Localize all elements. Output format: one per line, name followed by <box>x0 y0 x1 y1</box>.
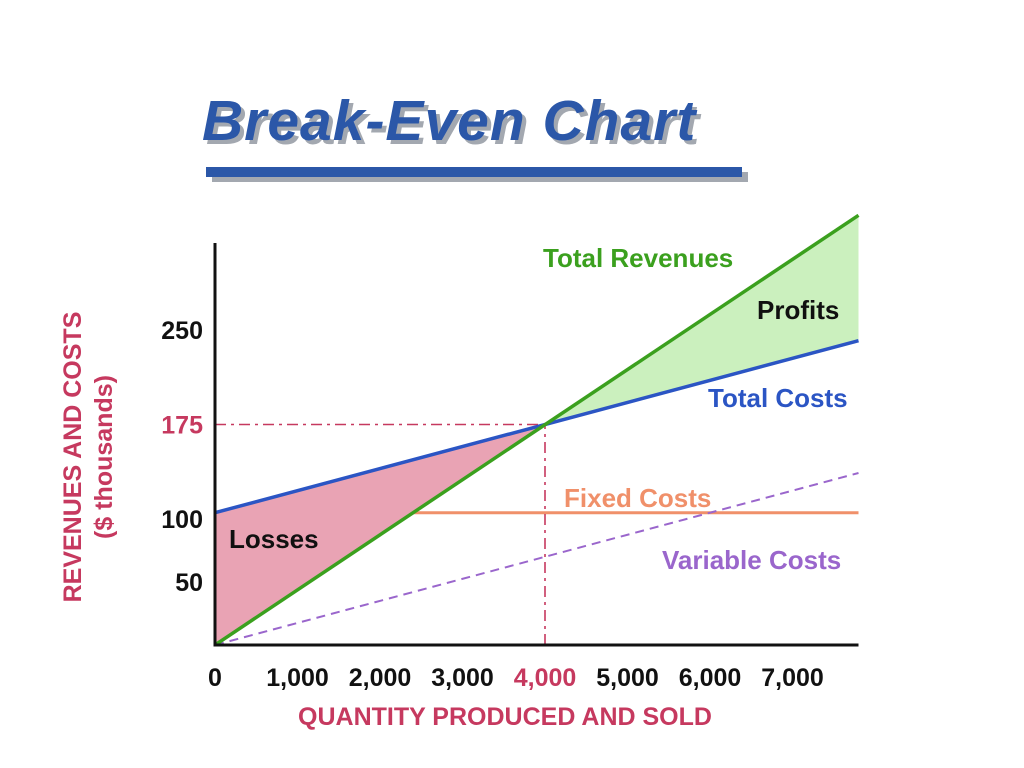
fixed-costs-label: Fixed Costs <box>564 483 712 513</box>
y-axis-title-line2: ($ thousands) <box>90 375 118 539</box>
total-costs-label: Total Costs <box>708 383 848 413</box>
y-tick-label: 175 <box>161 412 203 440</box>
x-tick-label: 0 <box>208 664 222 692</box>
title-underline <box>206 167 742 177</box>
x-tick-label: 7,000 <box>761 664 824 692</box>
x-axis-title: QUANTITY PRODUCED AND SOLD <box>298 703 712 731</box>
x-tick-label: 4,000 <box>514 664 577 692</box>
y-tick-label: 100 <box>161 506 203 534</box>
x-tick-label: 2,000 <box>349 664 412 692</box>
y-tick-label: 250 <box>161 317 203 345</box>
losses-label: Losses <box>229 524 319 554</box>
x-tick-label: 5,000 <box>596 664 659 692</box>
x-tick-label: 1,000 <box>266 664 329 692</box>
total-revenues-line <box>214 213 860 647</box>
variable-costs-label: Variable Costs <box>662 545 842 575</box>
x-tick-label: 6,000 <box>679 664 742 692</box>
y-tick-label: 50 <box>175 569 203 597</box>
page-title: Break-Even Chart <box>202 89 697 153</box>
total-revenues-label: Total Revenues <box>543 243 734 273</box>
variable-costs-line <box>214 472 859 646</box>
total-costs-line <box>214 339 859 515</box>
x-tick-label: 3,000 <box>431 664 494 692</box>
y-axis-title: REVENUES AND COSTS ($ thousands) <box>56 257 122 657</box>
y-axis-title-line1: REVENUES AND COSTS <box>58 311 87 603</box>
profits-label: Profits <box>757 295 840 325</box>
